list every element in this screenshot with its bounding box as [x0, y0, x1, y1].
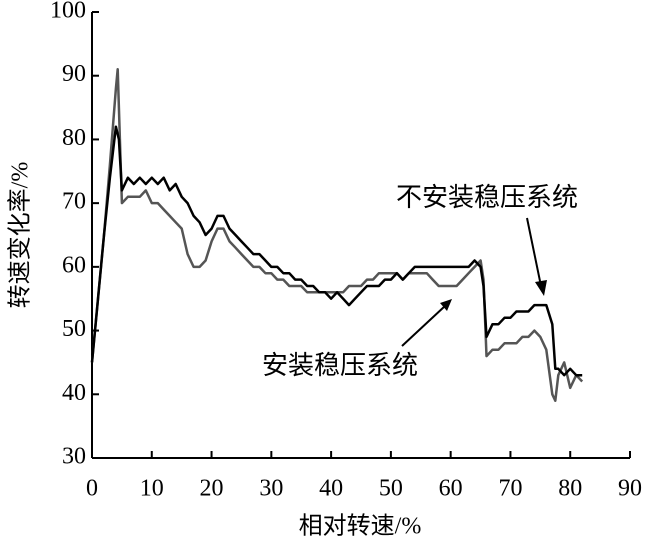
series-annotation: 不安装稳压系统	[396, 183, 578, 212]
x-tick-label: 60	[439, 476, 463, 502]
x-tick-label: 70	[498, 476, 522, 502]
series-line	[90, 68, 584, 402]
y-axis-title: 转速变化率/%	[7, 162, 34, 309]
x-tick-label: 30	[259, 476, 283, 502]
x-tick-label: 40	[319, 476, 343, 502]
y-tick-label: 70	[62, 189, 86, 215]
series-annotation: 安装稳压系统	[262, 351, 418, 380]
annotation-arrow	[526, 217, 542, 287]
y-tick-label: 30	[62, 444, 86, 470]
y-tick-label: 60	[62, 252, 86, 278]
x-tick-label: 20	[200, 476, 224, 502]
x-tick-label: 0	[86, 476, 98, 502]
x-tick-label: 10	[140, 476, 164, 502]
annotation-arrow	[401, 305, 446, 347]
x-tick-label: 90	[618, 476, 642, 502]
annotation-arrowhead	[535, 280, 547, 296]
x-axis-title: 相对转速/%	[299, 513, 422, 540]
x-tick-label: 50	[379, 476, 403, 502]
y-tick-label: 50	[62, 316, 86, 342]
y-tick-label: 100	[50, 0, 86, 24]
y-tick-label: 90	[62, 61, 86, 87]
y-tick-label: 80	[62, 125, 86, 151]
series-line	[90, 125, 583, 377]
y-tick-label: 40	[62, 380, 86, 406]
x-tick-label: 80	[558, 476, 582, 502]
annotation-arrowhead	[440, 299, 452, 311]
